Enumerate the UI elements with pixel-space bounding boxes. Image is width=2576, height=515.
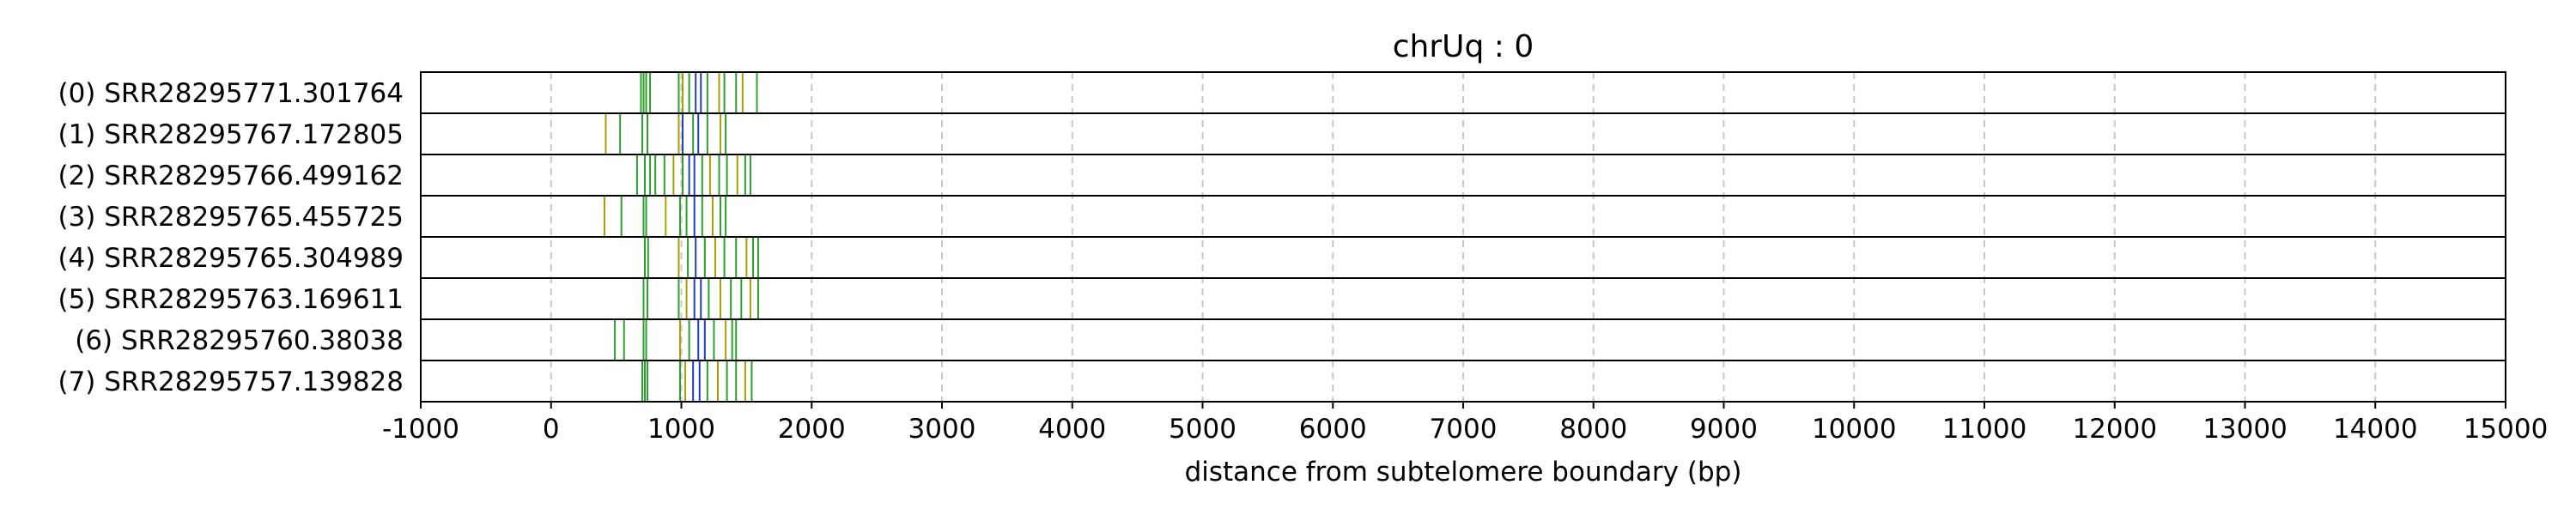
read-marks [603, 73, 760, 401]
x-axis-label: distance from subtelomere boundary (bp) [1185, 457, 1742, 488]
x-tick-label: 7000 [1430, 414, 1498, 445]
x-tick-label: 9000 [1690, 414, 1758, 445]
read-row-label: (4) SRR28295765.304989 [58, 243, 404, 274]
x-tick-label: 4000 [1038, 414, 1106, 445]
x-tick-label: 10000 [1812, 414, 1897, 445]
read-row-label: (3) SRR28295765.455725 [58, 202, 404, 233]
read-row-label: (0) SRR28295771.301764 [58, 78, 404, 109]
x-tick-label: 2000 [778, 414, 846, 445]
x-tick-label: 3000 [908, 414, 976, 445]
x-tick-label: 1000 [647, 414, 715, 445]
x-tick-label: 12000 [2072, 414, 2157, 445]
x-tick-label: -1000 [382, 414, 459, 445]
read-row-label: (5) SRR28295763.169611 [58, 284, 404, 315]
read-row-label: (2) SRR28295766.499162 [58, 161, 404, 191]
x-tick-label: 5000 [1169, 414, 1236, 445]
x-tick-label: 15000 [2464, 414, 2549, 445]
chart-title: chrUq : 0 [1393, 29, 1534, 64]
x-tick-label: 11000 [1942, 414, 2027, 445]
read-rows: (0) SRR28295771.301764 (1) SRR28295767.17… [58, 71, 2506, 403]
x-tick-label: 14000 [2333, 414, 2418, 445]
read-row-label: (1) SRR28295767.172805 [58, 119, 404, 150]
read-row-label: (7) SRR28295757.139828 [58, 367, 404, 397]
x-axis-ticks: -1000 0 1000 2000 3000 4000 5000 6000 7000 8000 90… [382, 402, 2548, 445]
read-row-label: (6) SRR28295760.38038 [75, 325, 404, 356]
x-tick-label: 0 [543, 414, 560, 445]
x-tick-label: 8000 [1559, 414, 1627, 445]
x-tick-label: 13000 [2202, 414, 2287, 445]
x-tick-label: 6000 [1299, 414, 1367, 445]
